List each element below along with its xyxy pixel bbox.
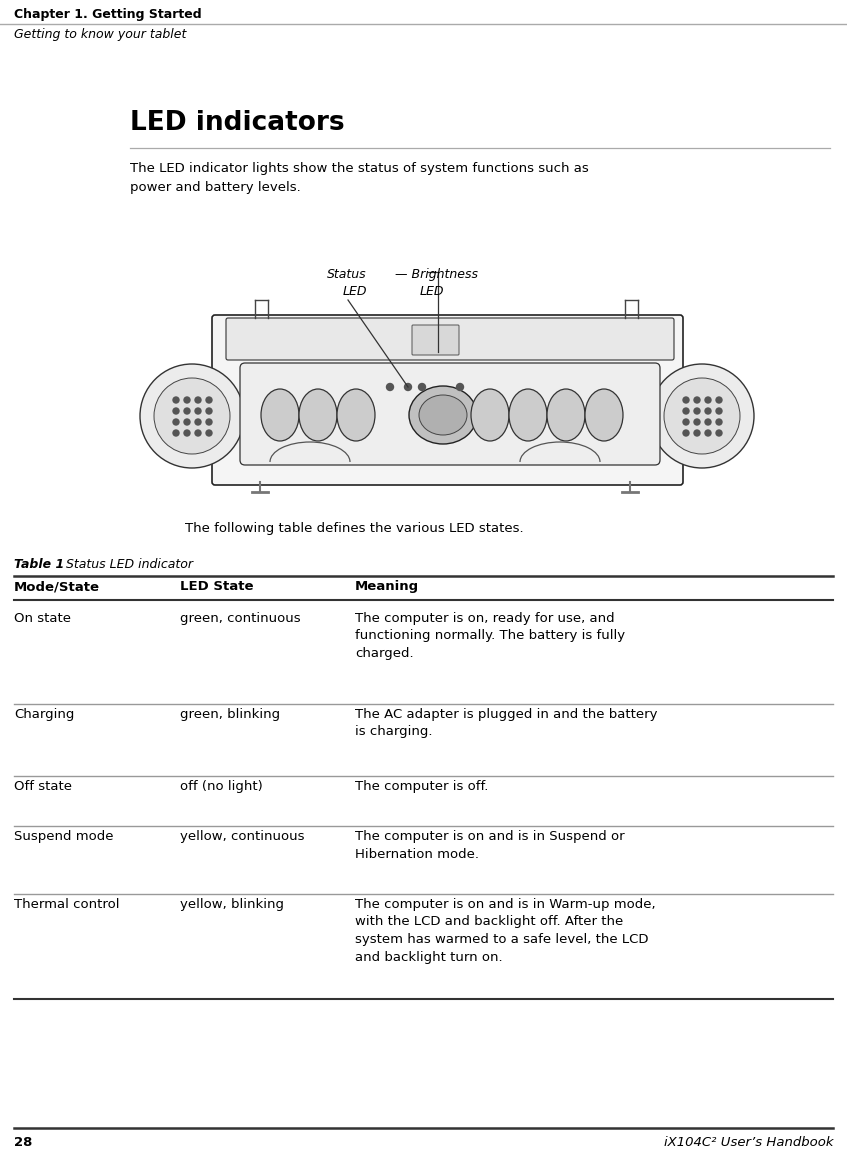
Ellipse shape <box>337 389 375 441</box>
Text: Meaning: Meaning <box>355 580 419 593</box>
Text: off (no light): off (no light) <box>180 780 263 793</box>
Circle shape <box>173 419 179 425</box>
Text: Off state: Off state <box>14 780 72 793</box>
Ellipse shape <box>509 389 547 441</box>
Circle shape <box>173 430 179 436</box>
Ellipse shape <box>585 389 623 441</box>
FancyBboxPatch shape <box>240 364 660 465</box>
Circle shape <box>650 364 754 469</box>
Text: Charging: Charging <box>14 709 75 721</box>
Text: LED State: LED State <box>180 580 253 593</box>
Text: Chapter 1. Getting Started: Chapter 1. Getting Started <box>14 8 202 21</box>
Text: The computer is on and is in Suspend or
Hibernation mode.: The computer is on and is in Suspend or … <box>355 830 624 861</box>
Circle shape <box>705 397 711 403</box>
Circle shape <box>184 397 190 403</box>
Text: iX104C² User’s Handbook: iX104C² User’s Handbook <box>663 1136 833 1149</box>
Text: Suspend mode: Suspend mode <box>14 830 113 844</box>
Text: On state: On state <box>14 612 71 625</box>
Circle shape <box>683 419 689 425</box>
Text: Status: Status <box>328 268 367 282</box>
Text: The computer is off.: The computer is off. <box>355 780 489 793</box>
Text: Table 1: Table 1 <box>14 559 64 571</box>
Circle shape <box>184 430 190 436</box>
Circle shape <box>154 379 230 454</box>
Circle shape <box>184 409 190 414</box>
Circle shape <box>206 430 212 436</box>
Ellipse shape <box>261 389 299 441</box>
Text: green, continuous: green, continuous <box>180 612 301 625</box>
Circle shape <box>206 409 212 414</box>
Circle shape <box>195 397 201 403</box>
FancyBboxPatch shape <box>212 315 683 485</box>
FancyBboxPatch shape <box>226 319 674 360</box>
Circle shape <box>716 419 722 425</box>
Circle shape <box>664 379 740 454</box>
Circle shape <box>716 430 722 436</box>
Text: Status LED indicator: Status LED indicator <box>58 559 193 571</box>
Text: LED indicators: LED indicators <box>130 110 345 136</box>
Circle shape <box>694 397 700 403</box>
Circle shape <box>173 397 179 403</box>
Circle shape <box>694 419 700 425</box>
Text: LED: LED <box>342 285 367 298</box>
Ellipse shape <box>471 389 509 441</box>
Circle shape <box>694 409 700 414</box>
Text: Getting to know your tablet: Getting to know your tablet <box>14 28 186 42</box>
Circle shape <box>694 430 700 436</box>
Circle shape <box>206 397 212 403</box>
Circle shape <box>683 409 689 414</box>
Ellipse shape <box>547 389 585 441</box>
Circle shape <box>716 397 722 403</box>
Text: green, blinking: green, blinking <box>180 709 280 721</box>
Circle shape <box>184 419 190 425</box>
Text: Mode/State: Mode/State <box>14 580 100 593</box>
Ellipse shape <box>419 395 467 435</box>
Circle shape <box>140 364 244 469</box>
Circle shape <box>206 419 212 425</box>
Circle shape <box>195 409 201 414</box>
Circle shape <box>683 397 689 403</box>
Circle shape <box>195 419 201 425</box>
Circle shape <box>705 409 711 414</box>
Circle shape <box>173 409 179 414</box>
Circle shape <box>716 409 722 414</box>
Circle shape <box>683 430 689 436</box>
Text: yellow, continuous: yellow, continuous <box>180 830 305 844</box>
Text: The AC adapter is plugged in and the battery
is charging.: The AC adapter is plugged in and the bat… <box>355 709 657 739</box>
Circle shape <box>405 383 412 390</box>
FancyBboxPatch shape <box>412 325 459 355</box>
Text: LED: LED <box>420 285 445 298</box>
Ellipse shape <box>409 385 477 444</box>
Text: 28: 28 <box>14 1136 32 1149</box>
Text: The computer is on, ready for use, and
functioning normally. The battery is full: The computer is on, ready for use, and f… <box>355 612 625 660</box>
Text: — Brightness: — Brightness <box>395 268 478 282</box>
Circle shape <box>195 430 201 436</box>
Circle shape <box>386 383 394 390</box>
Text: Thermal control: Thermal control <box>14 898 119 911</box>
Circle shape <box>418 383 425 390</box>
Circle shape <box>705 430 711 436</box>
Ellipse shape <box>299 389 337 441</box>
Text: The computer is on and is in Warm-up mode,
with the LCD and backlight off. After: The computer is on and is in Warm-up mod… <box>355 898 656 964</box>
Text: The following table defines the various LED states.: The following table defines the various … <box>185 522 523 535</box>
Circle shape <box>705 419 711 425</box>
Text: The LED indicator lights show the status of system functions such as
power and b: The LED indicator lights show the status… <box>130 162 589 194</box>
Circle shape <box>457 383 463 390</box>
Text: yellow, blinking: yellow, blinking <box>180 898 284 911</box>
